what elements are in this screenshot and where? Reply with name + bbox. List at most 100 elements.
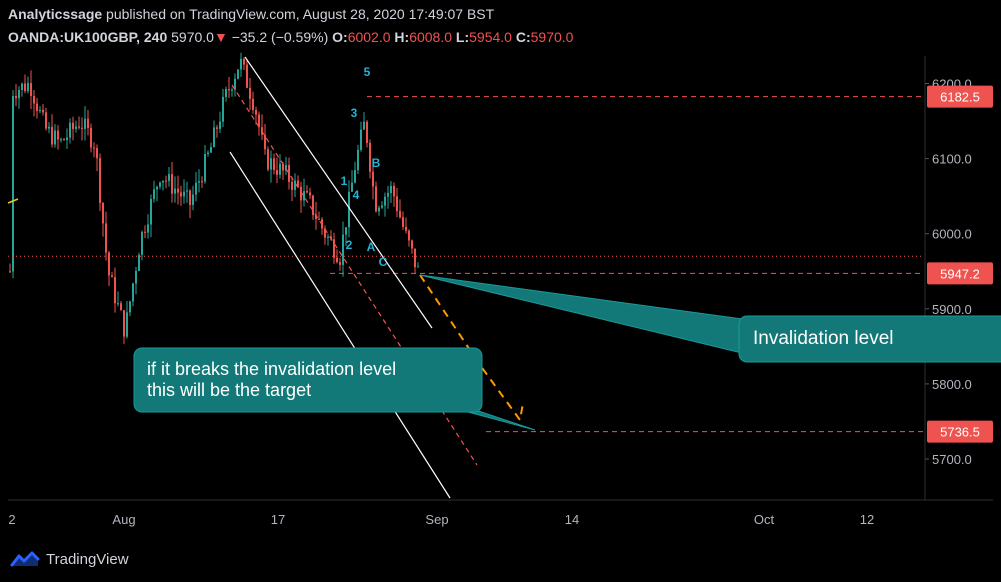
candle-body [129,301,131,313]
candle-body [255,109,257,115]
candle-body [345,227,347,235]
candle-body [57,130,59,140]
candle-body [153,189,155,200]
candle-body [63,139,65,141]
candle-body [300,186,302,201]
candle-body [267,149,269,170]
candle-body [180,192,182,197]
candle-body [408,230,410,241]
publish-line: Analyticssage published on TradingView.c… [8,6,494,22]
candle-body [174,188,176,194]
candle-body [189,190,191,205]
candle-body [177,188,179,193]
candle-body [99,158,101,204]
candle-body [84,118,86,129]
candle-body [336,257,338,263]
invalidation-callout[interactable] [738,315,1001,363]
candle-body [312,195,314,216]
candle-body [159,182,161,187]
candle-body [69,122,71,138]
chart-header: Analyticssage published on TradingView.c… [0,0,1001,52]
target-callout[interactable] [133,347,483,413]
down-arrow-icon: ▼ [213,29,228,45]
candle-body [135,270,137,284]
candle-body [348,191,350,228]
candle-body [240,58,242,70]
time-tick-label: Oct [754,512,775,527]
candle-body [372,171,374,187]
price-level-badge[interactable] [927,262,993,285]
candle-body [165,180,167,182]
time-axis[interactable]: 2 Aug 17 Sep 14 Oct 12 [8,499,993,527]
candle-body [327,236,329,238]
candle-body [144,231,146,233]
candle-body [15,95,17,99]
tradingview-icon [10,551,40,567]
price-level-label: 5947.2 [940,266,980,281]
time-tick-label: 14 [565,512,579,527]
candle-body [306,191,308,193]
candle-body [405,226,407,231]
low-value: 5954.0 [469,29,512,45]
candle-body [258,114,260,128]
open-value: 6002.0 [347,29,391,45]
candle-body [33,95,35,104]
candle-body [39,109,41,112]
wave-label: 5 [364,65,371,79]
tradingview-logo[interactable]: TradingView [10,550,129,568]
price-level-badge[interactable] [927,85,993,108]
channel-lower-line[interactable] [229,151,451,499]
channel-median-line[interactable] [231,84,478,466]
wave-label: 2 [346,238,353,252]
candle-body [414,248,416,268]
candle-body [264,134,266,150]
projection-path[interactable] [419,274,524,423]
candle-body [51,126,53,145]
candle-body [363,121,365,130]
candle-body [291,181,293,190]
candle-body [387,193,389,197]
time-tick-label: Aug [112,512,135,527]
price-tick-label: 6000.0 [932,227,972,242]
candle-body [360,129,362,150]
candle-body [279,163,281,175]
price-tick-label: 5700.0 [932,452,972,467]
channel-upper-line[interactable] [244,56,433,329]
candle-body [117,303,119,305]
price-axis[interactable]: 5700.05800.05900.06000.06100.06200.06182… [924,56,993,500]
candle-body [60,139,62,141]
candle-body [381,205,383,208]
candle-body [294,180,296,190]
candle-body [339,262,341,265]
time-tick-label: 2 [8,512,15,527]
published-text: published on TradingView.com, August 28,… [102,6,495,22]
candle-body [375,186,377,212]
candle-body [309,192,311,196]
footer: TradingView [0,540,1001,582]
candle-body [243,58,245,65]
candle-body [216,127,218,129]
candle-body [120,303,122,311]
candle-body [246,64,248,88]
candle-body [237,69,239,79]
candle-body [213,127,215,148]
wave-label: C [379,255,388,269]
symbol-line: OANDA:UK100GBP, 240 5970.0▼ −35.2 (−0.59… [8,29,573,45]
invalidation-callout-text: Invalidation level [753,328,893,349]
candle-body [114,277,116,304]
symbol-label[interactable]: OANDA:UK100GBP, 240 [8,29,168,45]
candle-body [72,122,74,130]
candle-body [168,174,170,181]
price-level-badge[interactable] [927,420,993,443]
invalidation-callout-pointer [419,274,751,356]
candle-body [384,196,386,206]
publisher-name[interactable]: Analyticssage [8,6,103,22]
candle-body [192,194,194,205]
candle-body [297,180,299,187]
candle-body [42,109,44,113]
drawings-layer: 5 3 B 14 2 AC [7,56,524,499]
target-callout-line1: if it breaks the invalidation level [147,359,396,379]
candle-body [105,223,107,253]
candle-body [123,310,125,337]
